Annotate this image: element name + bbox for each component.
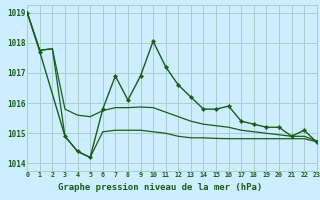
Text: Graphe pression niveau de la mer (hPa): Graphe pression niveau de la mer (hPa) [58, 182, 262, 192]
